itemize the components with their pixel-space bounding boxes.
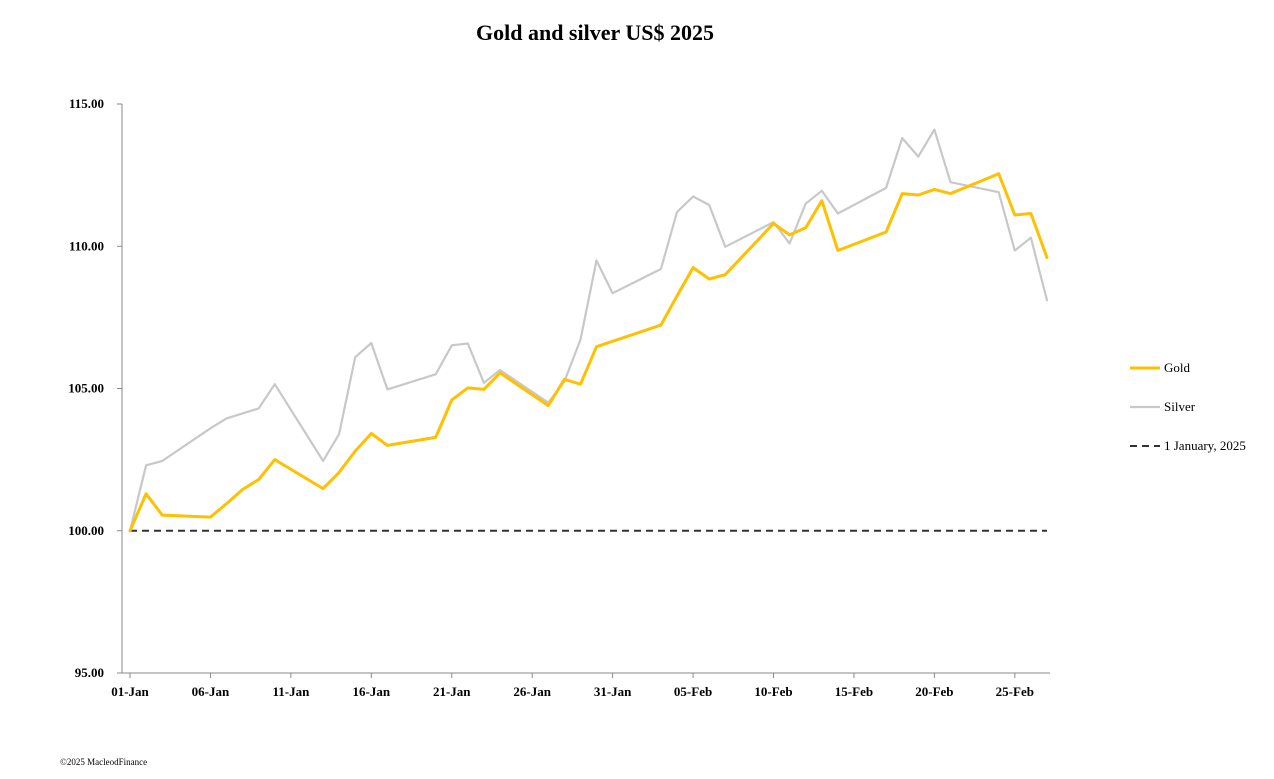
x-tick-label: 06-Jan: [192, 684, 230, 699]
x-tick-label: 31-Jan: [594, 684, 632, 699]
x-tick-label: 10-Feb: [754, 684, 792, 699]
y-tick-label: 95.00: [75, 665, 104, 680]
series-layer: [128, 128, 1049, 533]
copyright-notice: ©2025 MacleodFinance: [60, 757, 148, 767]
x-axis-ticks: 01-Jan 06-Jan 11-Jan 16-Jan 21-Jan 26-Jan 31-J…: [111, 673, 1034, 699]
silver-series-line: [128, 128, 1049, 532]
y-tick-label: 100.00: [68, 523, 104, 538]
y-tick-label: 105.00: [68, 381, 104, 396]
x-tick-label: 21-Jan: [433, 684, 471, 699]
legend-label: Gold: [1164, 360, 1191, 375]
x-tick-label: 16-Jan: [353, 684, 391, 699]
x-tick-label: 01-Jan: [111, 684, 149, 699]
x-tick-label: 25-Feb: [996, 684, 1034, 699]
gold-series-line: [128, 172, 1049, 533]
legend-label: Silver: [1164, 399, 1196, 414]
y-axis-ticks: 95.00 100.00 105.00 110.00 115.00: [68, 96, 122, 680]
x-tick-label: 05-Feb: [674, 684, 712, 699]
chart-axes: [121, 104, 1050, 674]
x-tick-label: 15-Feb: [835, 684, 873, 699]
legend-label: 1 January, 2025: [1164, 438, 1246, 453]
chart-title: Gold and silver US$ 2025: [476, 20, 714, 45]
y-tick-label: 110.00: [69, 238, 104, 253]
x-tick-label: 11-Jan: [272, 684, 310, 699]
x-tick-label: 26-Jan: [513, 684, 551, 699]
x-tick-label: 20-Feb: [915, 684, 953, 699]
legend: Gold Silver 1 January, 2025: [1130, 360, 1246, 453]
y-tick-label: 115.00: [69, 96, 104, 111]
